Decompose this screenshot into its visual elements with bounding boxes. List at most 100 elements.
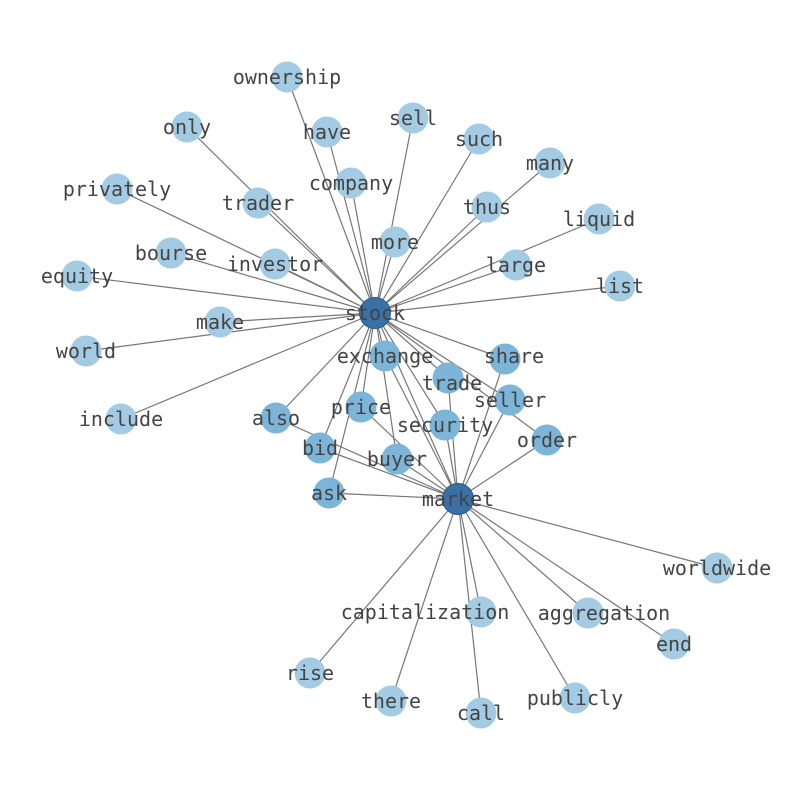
edge-stock-also xyxy=(275,312,376,419)
node-privately[interactable] xyxy=(101,173,133,205)
node-only[interactable] xyxy=(171,111,203,143)
node-seller[interactable] xyxy=(494,384,526,416)
node-label-ownership: ownership xyxy=(233,65,341,89)
node-list[interactable] xyxy=(604,270,636,302)
node-trader[interactable] xyxy=(242,187,274,219)
node-rise[interactable] xyxy=(294,657,326,689)
edge-market-also xyxy=(275,417,459,500)
node-security[interactable] xyxy=(429,409,461,441)
edge-stock-trade xyxy=(374,312,449,379)
edge-market-there xyxy=(390,498,459,702)
node-label-make: make xyxy=(196,310,244,334)
node-label-bourse: bourse xyxy=(135,241,207,265)
node-investor[interactable] xyxy=(259,248,291,280)
node-include[interactable] xyxy=(105,403,137,435)
edge-market-publicly xyxy=(457,498,576,699)
node-world[interactable] xyxy=(70,335,102,367)
node-buyer[interactable] xyxy=(381,443,413,475)
node-label-share: share xyxy=(484,344,544,368)
node-label-exchange: exchange xyxy=(337,344,433,368)
node-share[interactable] xyxy=(489,343,521,375)
node-label-rise: rise xyxy=(286,661,334,685)
node-label-bid: bid xyxy=(302,436,338,460)
node-order[interactable] xyxy=(531,424,563,456)
node-stock[interactable] xyxy=(359,297,391,329)
edge-stock-have xyxy=(326,131,376,314)
edge-stock-investor xyxy=(274,263,376,314)
node-label-there: there xyxy=(361,689,421,713)
node-label-liquid: liquid xyxy=(563,207,635,231)
node-such[interactable] xyxy=(463,123,495,155)
node-bourse[interactable] xyxy=(155,237,187,269)
node-label-stock: stock xyxy=(345,301,405,325)
node-label-company: company xyxy=(309,171,393,195)
edge-market-bid xyxy=(319,447,459,500)
node-have[interactable] xyxy=(311,116,343,148)
node-equity[interactable] xyxy=(61,260,93,292)
node-ask[interactable] xyxy=(313,477,345,509)
edge-stock-share xyxy=(374,312,506,360)
node-label-also: also xyxy=(252,406,300,430)
node-label-market: market xyxy=(422,487,494,511)
node-end[interactable] xyxy=(658,628,690,660)
edge-market-worldwide xyxy=(457,498,718,569)
edge-stock-large xyxy=(374,264,517,314)
node-also[interactable] xyxy=(260,402,292,434)
nodes-layer xyxy=(61,61,733,729)
node-price[interactable] xyxy=(345,391,377,423)
node-ownership[interactable] xyxy=(271,61,303,93)
node-sell[interactable] xyxy=(397,102,429,134)
edge-market-order xyxy=(457,439,548,500)
node-label-list: list xyxy=(596,274,644,298)
edge-stock-ownership xyxy=(286,76,376,314)
node-label-ask: ask xyxy=(311,481,347,505)
node-label-privately: privately xyxy=(63,177,171,201)
node-trade[interactable] xyxy=(432,362,464,394)
edge-market-ask xyxy=(328,492,459,500)
node-label-publicly: publicly xyxy=(527,686,623,710)
node-label-call: call xyxy=(457,701,505,725)
node-exchange[interactable] xyxy=(369,340,401,372)
edge-stock-only xyxy=(186,126,376,314)
node-market[interactable] xyxy=(442,483,474,515)
node-label-thus: thus xyxy=(463,195,511,219)
node-there[interactable] xyxy=(375,685,407,717)
node-label-price: price xyxy=(331,395,391,419)
edge-market-seller xyxy=(457,399,511,500)
node-call[interactable] xyxy=(465,697,497,729)
node-label-more: more xyxy=(371,230,419,254)
node-label-large: large xyxy=(486,253,546,277)
node-label-trade: trade xyxy=(422,371,482,395)
node-company[interactable] xyxy=(335,167,367,199)
node-label-order: order xyxy=(517,428,577,452)
node-many[interactable] xyxy=(534,147,566,179)
edge-market-end xyxy=(457,498,675,645)
node-label-world: world xyxy=(56,339,116,363)
edge-stock-many xyxy=(374,162,551,314)
node-label-equity: equity xyxy=(41,264,113,288)
node-make[interactable] xyxy=(204,306,236,338)
edge-stock-bourse xyxy=(170,252,376,314)
edge-stock-liquid xyxy=(374,218,600,314)
node-aggregation[interactable] xyxy=(572,597,604,629)
node-large[interactable] xyxy=(500,249,532,281)
node-bid[interactable] xyxy=(304,432,336,464)
node-label-many: many xyxy=(526,151,574,175)
node-label-only: only xyxy=(163,115,211,139)
edge-market-exchange xyxy=(384,355,459,500)
edge-stock-make xyxy=(219,312,376,323)
edge-market-rise xyxy=(309,498,459,674)
edge-stock-bid xyxy=(319,312,376,449)
node-worldwide[interactable] xyxy=(701,552,733,584)
node-liquid[interactable] xyxy=(583,203,615,235)
node-label-sell: sell xyxy=(389,106,437,130)
node-thus[interactable] xyxy=(471,191,503,223)
node-label-aggregation: aggregation xyxy=(538,601,670,625)
edge-market-share xyxy=(457,358,506,500)
node-capitalization[interactable] xyxy=(465,596,497,628)
node-publicly[interactable] xyxy=(559,682,591,714)
node-more[interactable] xyxy=(379,226,411,258)
edge-stock-include xyxy=(120,312,376,420)
